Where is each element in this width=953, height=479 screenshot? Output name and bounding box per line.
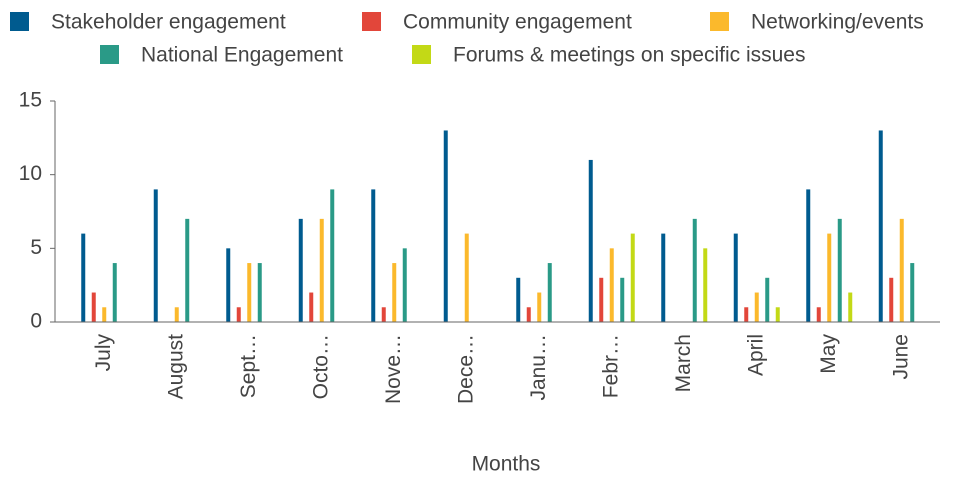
x-tick-label: July: [92, 334, 115, 372]
bar: [516, 277, 521, 322]
legend-swatch: [362, 12, 381, 31]
bar: [81, 233, 86, 322]
x-tick-label: August: [164, 334, 187, 400]
bar: [754, 292, 759, 322]
bar: [816, 307, 821, 322]
bar: [733, 233, 738, 322]
bar: [599, 277, 604, 322]
bar: [174, 307, 179, 322]
bar: [744, 307, 749, 322]
bar: [226, 248, 231, 322]
bar: [185, 218, 190, 322]
x-tick-label: Octo…: [309, 334, 332, 399]
bar: [775, 307, 780, 322]
bar: [319, 218, 324, 322]
x-tick-label: April: [744, 334, 767, 376]
bar: [848, 292, 853, 322]
bar: [620, 277, 625, 322]
bar: [371, 189, 376, 322]
bar: [330, 189, 335, 322]
x-tick-label: Febr…: [599, 334, 622, 398]
bar: [630, 233, 635, 322]
legend-label: Networking/events: [751, 11, 924, 34]
bar: [537, 292, 542, 322]
bar: [298, 218, 303, 322]
legend-swatch: [412, 45, 431, 64]
bar: [806, 189, 811, 322]
legend-swatch: [100, 45, 119, 64]
x-tick-label: Nove…: [382, 334, 405, 404]
bar: [588, 159, 593, 322]
legend-label: National Engagement: [141, 44, 343, 67]
bar: [703, 248, 708, 322]
bar: [247, 263, 252, 322]
bar: [392, 263, 397, 322]
legend-swatch: [710, 12, 729, 31]
bar: [381, 307, 386, 322]
bar: [692, 218, 697, 322]
x-tick-label: May: [817, 334, 840, 374]
bar: [899, 218, 904, 322]
bar: [765, 277, 770, 322]
y-tick-label: 0: [30, 310, 42, 333]
bar: [153, 189, 158, 322]
bar: [91, 292, 96, 322]
legend-label: Community engagement: [403, 11, 632, 34]
legend-swatch: [10, 12, 29, 31]
legend-label: Stakeholder engagement: [51, 11, 286, 34]
legend-label: Forums & meetings on specific issues: [453, 44, 805, 67]
x-tick-label: Sept…: [237, 334, 260, 398]
bar: [878, 130, 883, 322]
y-tick-label: 10: [19, 162, 42, 185]
x-tick-label: Janu…: [527, 334, 550, 401]
bar: [526, 307, 531, 322]
x-tick-label: March: [672, 334, 695, 392]
bar: [102, 307, 107, 322]
x-tick-label: Dece…: [454, 334, 477, 404]
bar: [609, 248, 614, 322]
bar: [112, 263, 117, 322]
bar: [547, 263, 552, 322]
bar: [661, 233, 666, 322]
x-tick-label: June: [889, 334, 912, 380]
bar: [889, 277, 894, 322]
bar: [443, 130, 448, 322]
bar: [464, 233, 469, 322]
bar: [257, 263, 262, 322]
bar: [827, 233, 832, 322]
bar: [236, 307, 241, 322]
bar: [309, 292, 314, 322]
y-tick-label: 5: [30, 236, 42, 259]
y-tick-label: 15: [19, 89, 42, 112]
x-axis-title: Months: [472, 453, 541, 476]
bar: [910, 263, 915, 322]
bar: [402, 248, 407, 322]
bar: [837, 218, 842, 322]
